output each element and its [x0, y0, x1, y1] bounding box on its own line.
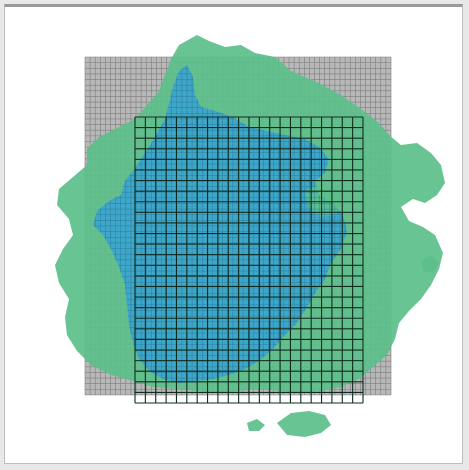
island-right — [421, 255, 439, 273]
island-bottom-small — [247, 419, 265, 431]
grid-map — [55, 35, 445, 437]
image-panel — [4, 4, 463, 464]
map-view — [29, 31, 446, 449]
island-bottom — [277, 411, 331, 437]
coarse-grid — [134, 116, 364, 404]
